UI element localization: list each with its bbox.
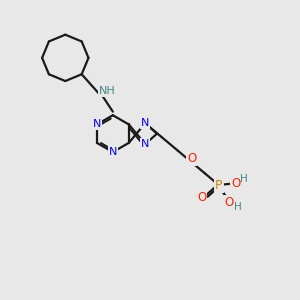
Text: O: O (225, 196, 234, 208)
Text: N: N (141, 139, 149, 149)
Text: N: N (109, 147, 117, 157)
Text: O: O (231, 177, 241, 190)
Text: N: N (141, 118, 149, 128)
Text: N: N (93, 119, 101, 129)
Text: O: O (187, 152, 196, 165)
Text: O: O (197, 190, 206, 203)
Text: P: P (215, 179, 223, 192)
Text: NH: NH (98, 86, 115, 96)
Text: H: H (234, 202, 242, 212)
Text: H: H (240, 174, 248, 184)
